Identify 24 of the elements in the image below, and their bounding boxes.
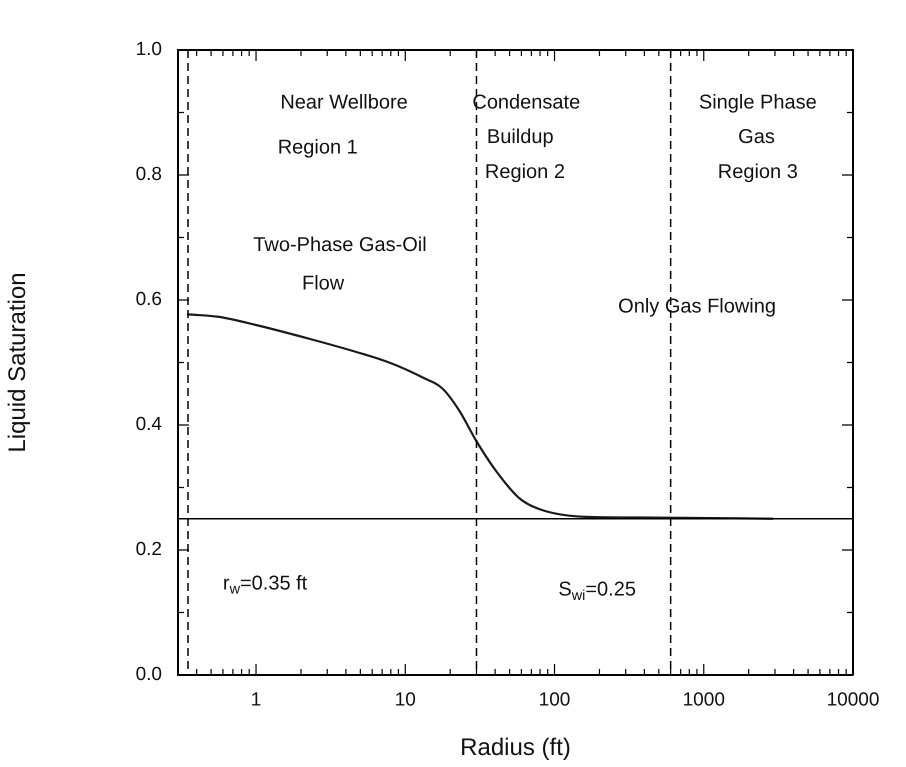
y-tick-label: 0.6 bbox=[136, 289, 162, 310]
y-tick-label: 0.8 bbox=[136, 164, 162, 186]
annotation: Buildup bbox=[486, 126, 554, 148]
x-axis-title: Radius (ft) bbox=[460, 734, 571, 762]
annotation: Region 3 bbox=[718, 161, 798, 184]
x-tick-label: 1000 bbox=[682, 690, 725, 711]
y-tick-label: 1.0 bbox=[136, 39, 162, 60]
annotation: Flow bbox=[302, 272, 345, 294]
annotation: Condensate bbox=[472, 92, 580, 114]
annotation: Single Phase bbox=[698, 92, 817, 114]
x-tick-label: 10000 bbox=[826, 690, 880, 711]
annotation: Region 1 bbox=[278, 136, 358, 159]
annotation: Gas bbox=[738, 126, 775, 148]
y-tick-label: 0.4 bbox=[136, 414, 162, 436]
x-tick-label: 10 bbox=[394, 690, 416, 711]
y-axis-title: Liquid Saturation bbox=[4, 272, 32, 453]
x-tick-label: 100 bbox=[538, 690, 570, 711]
annotation: Near Wellbore bbox=[280, 92, 408, 114]
annotation: Two-Phase Gas-Oil bbox=[253, 234, 427, 256]
y-tick-label: 0.0 bbox=[136, 664, 162, 686]
x-tick-label: 1 bbox=[250, 690, 262, 711]
y-tick-label: 0.2 bbox=[136, 539, 162, 560]
annotation: Only Gas Flowing bbox=[618, 295, 776, 318]
annotation: Region 2 bbox=[484, 161, 565, 184]
